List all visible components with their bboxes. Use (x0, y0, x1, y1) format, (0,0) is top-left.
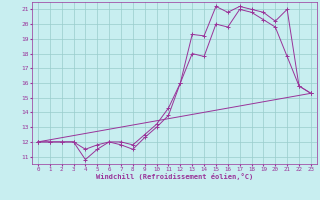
X-axis label: Windchill (Refroidissement éolien,°C): Windchill (Refroidissement éolien,°C) (96, 173, 253, 180)
